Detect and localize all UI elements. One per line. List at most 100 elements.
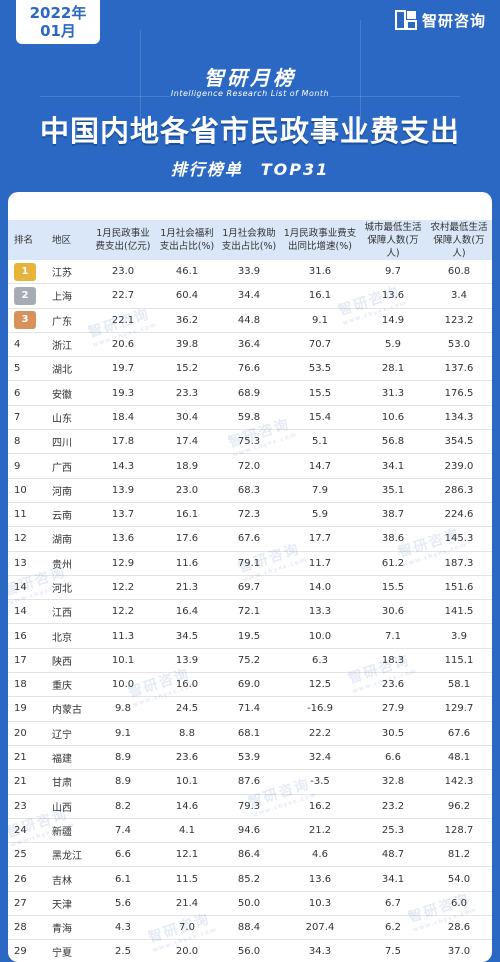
welfare-cell: 39.8	[156, 332, 218, 358]
region-cell: 广东	[46, 308, 90, 333]
rural-cell: 3.4	[426, 283, 492, 309]
growth-cell: -16.9	[280, 696, 360, 722]
exp-cell: 20.6	[90, 332, 156, 358]
aid-cell: 19.5	[218, 623, 280, 649]
welfare-cell: 21.4	[156, 891, 218, 917]
growth-cell: 13.3	[280, 599, 360, 625]
rank-cell: 27	[8, 891, 46, 917]
welfare-cell: 60.4	[156, 283, 218, 309]
aid-cell: 34.4	[218, 283, 280, 309]
aid-cell: 68.1	[218, 721, 280, 746]
table-row: 19 内蒙古 9.8 24.5 71.4 -16.9 27.9 129.7	[8, 696, 492, 722]
aid-cell: 85.2	[218, 866, 280, 892]
growth-cell: 31.6	[280, 260, 360, 285]
exp-cell: 7.4	[90, 818, 156, 844]
aid-cell: 75.2	[218, 648, 280, 674]
rank-cell: 12	[8, 526, 46, 552]
rural-cell: 54.0	[426, 866, 492, 892]
rank-cell: 16	[8, 623, 46, 649]
exp-cell: 22.7	[90, 283, 156, 309]
growth-cell: 14.0	[280, 575, 360, 601]
table-body: 1 江苏 23.0 46.1 33.9 31.6 9.7 60.8 2 上海 22.7 60.4 34.…	[8, 260, 492, 962]
aid-cell: 72.3	[218, 502, 280, 528]
column-header: 农村最低生活保障人数(万人)	[426, 220, 492, 260]
rank-cell: 7	[8, 405, 46, 431]
exp-cell: 12.2	[90, 599, 156, 625]
rural-cell: 3.9	[426, 623, 492, 649]
aid-cell: 72.1	[218, 599, 280, 625]
rank-cell: 11	[8, 502, 46, 528]
welfare-cell: 21.3	[156, 575, 218, 601]
region-cell: 山西	[46, 794, 90, 819]
exp-cell: 18.4	[90, 405, 156, 431]
aid-cell: 94.6	[218, 818, 280, 844]
exp-cell: 12.2	[90, 575, 156, 601]
rank-cell: 19	[8, 696, 46, 722]
table-row: 3 广东 22.1 36.2 44.8 9.1 14.9 123.2	[8, 308, 492, 333]
rural-cell: 81.2	[426, 842, 492, 868]
table-row: 9 广西 14.3 18.9 72.0 14.7 34.1 239.0	[8, 453, 492, 479]
region-cell: 北京	[46, 623, 90, 649]
ranking-table: 排名 地区 1月民政事业费支出(亿元) 1月社会福利支出占比(%) 1月社会救助…	[8, 220, 492, 962]
table-row: 23 山西 8.2 14.6 79.3 16.2 23.2 96.2	[8, 794, 492, 819]
growth-cell: 6.3	[280, 648, 360, 674]
table-row: 2 上海 22.7 60.4 34.4 16.1 13.6 3.4	[8, 283, 492, 309]
welfare-cell: 10.1	[156, 769, 218, 795]
aid-cell: 44.8	[218, 308, 280, 333]
rural-cell: 224.6	[426, 502, 492, 528]
aid-cell: 79.1	[218, 551, 280, 576]
rank-cell: 2	[8, 283, 46, 309]
exp-cell: 13.9	[90, 478, 156, 503]
growth-cell: 10.0	[280, 623, 360, 649]
region-cell: 广西	[46, 453, 90, 479]
urban-cell: 7.5	[360, 939, 426, 962]
region-cell: 黑龙江	[46, 842, 90, 868]
ranking-card: 排名 地区 1月民政事业费支出(亿元) 1月社会福利支出占比(%) 1月社会救助…	[8, 192, 492, 962]
region-cell: 陕西	[46, 648, 90, 674]
column-header: 1月民政事业费支出同比增速(%)	[280, 220, 360, 260]
region-cell: 江西	[46, 599, 90, 625]
rural-cell: 187.3	[426, 551, 492, 576]
table-row: 5 湖北 19.7 15.2 76.6 53.5 28.1 137.6	[8, 356, 492, 382]
urban-cell: 38.7	[360, 502, 426, 528]
column-header: 1月民政事业费支出(亿元)	[90, 220, 156, 260]
region-cell: 浙江	[46, 332, 90, 358]
rural-cell: 96.2	[426, 794, 492, 819]
region-cell: 云南	[46, 502, 90, 528]
welfare-cell: 14.6	[156, 794, 218, 819]
exp-cell: 11.3	[90, 623, 156, 649]
growth-cell: 17.7	[280, 526, 360, 552]
table-row: 6 安徽 19.3 23.3 68.9 15.5 31.3 176.5	[8, 380, 492, 406]
table-row: 26 吉林 6.1 11.5 85.2 13.6 34.1 54.0	[8, 866, 492, 892]
region-cell: 青海	[46, 915, 90, 941]
aid-cell: 72.0	[218, 453, 280, 479]
welfare-cell: 23.6	[156, 745, 218, 771]
aid-cell: 59.8	[218, 405, 280, 431]
column-header: 城市最低生活保障人数(万人)	[360, 220, 426, 260]
welfare-cell: 34.5	[156, 623, 218, 649]
welfare-cell: 8.8	[156, 721, 218, 746]
exp-cell: 9.1	[90, 721, 156, 746]
table-row: 14 河北 12.2 21.3 69.7 14.0 15.5 151.6	[8, 575, 492, 601]
rural-cell: 134.3	[426, 405, 492, 431]
exp-cell: 8.9	[90, 745, 156, 771]
rural-cell: 28.6	[426, 915, 492, 941]
header-background	[0, 0, 500, 200]
rural-cell: 123.2	[426, 308, 492, 333]
growth-cell: 10.3	[280, 891, 360, 917]
welfare-cell: 23.3	[156, 380, 218, 406]
growth-cell: 12.5	[280, 672, 360, 698]
rank-cell: 1	[8, 260, 46, 285]
exp-cell: 9.8	[90, 696, 156, 722]
exp-cell: 13.7	[90, 502, 156, 528]
rural-cell: 176.5	[426, 380, 492, 406]
table-row: 28 青海 4.3 7.0 88.4 207.4 6.2 28.6	[8, 915, 492, 941]
growth-cell: 207.4	[280, 915, 360, 941]
urban-cell: 23.6	[360, 672, 426, 698]
growth-cell: 15.5	[280, 380, 360, 406]
region-cell: 重庆	[46, 672, 90, 698]
aid-cell: 87.6	[218, 769, 280, 795]
region-cell: 甘肃	[46, 769, 90, 795]
column-header: 地区	[46, 220, 90, 260]
table-row: 11 云南 13.7 16.1 72.3 5.9 38.7 224.6	[8, 502, 492, 528]
